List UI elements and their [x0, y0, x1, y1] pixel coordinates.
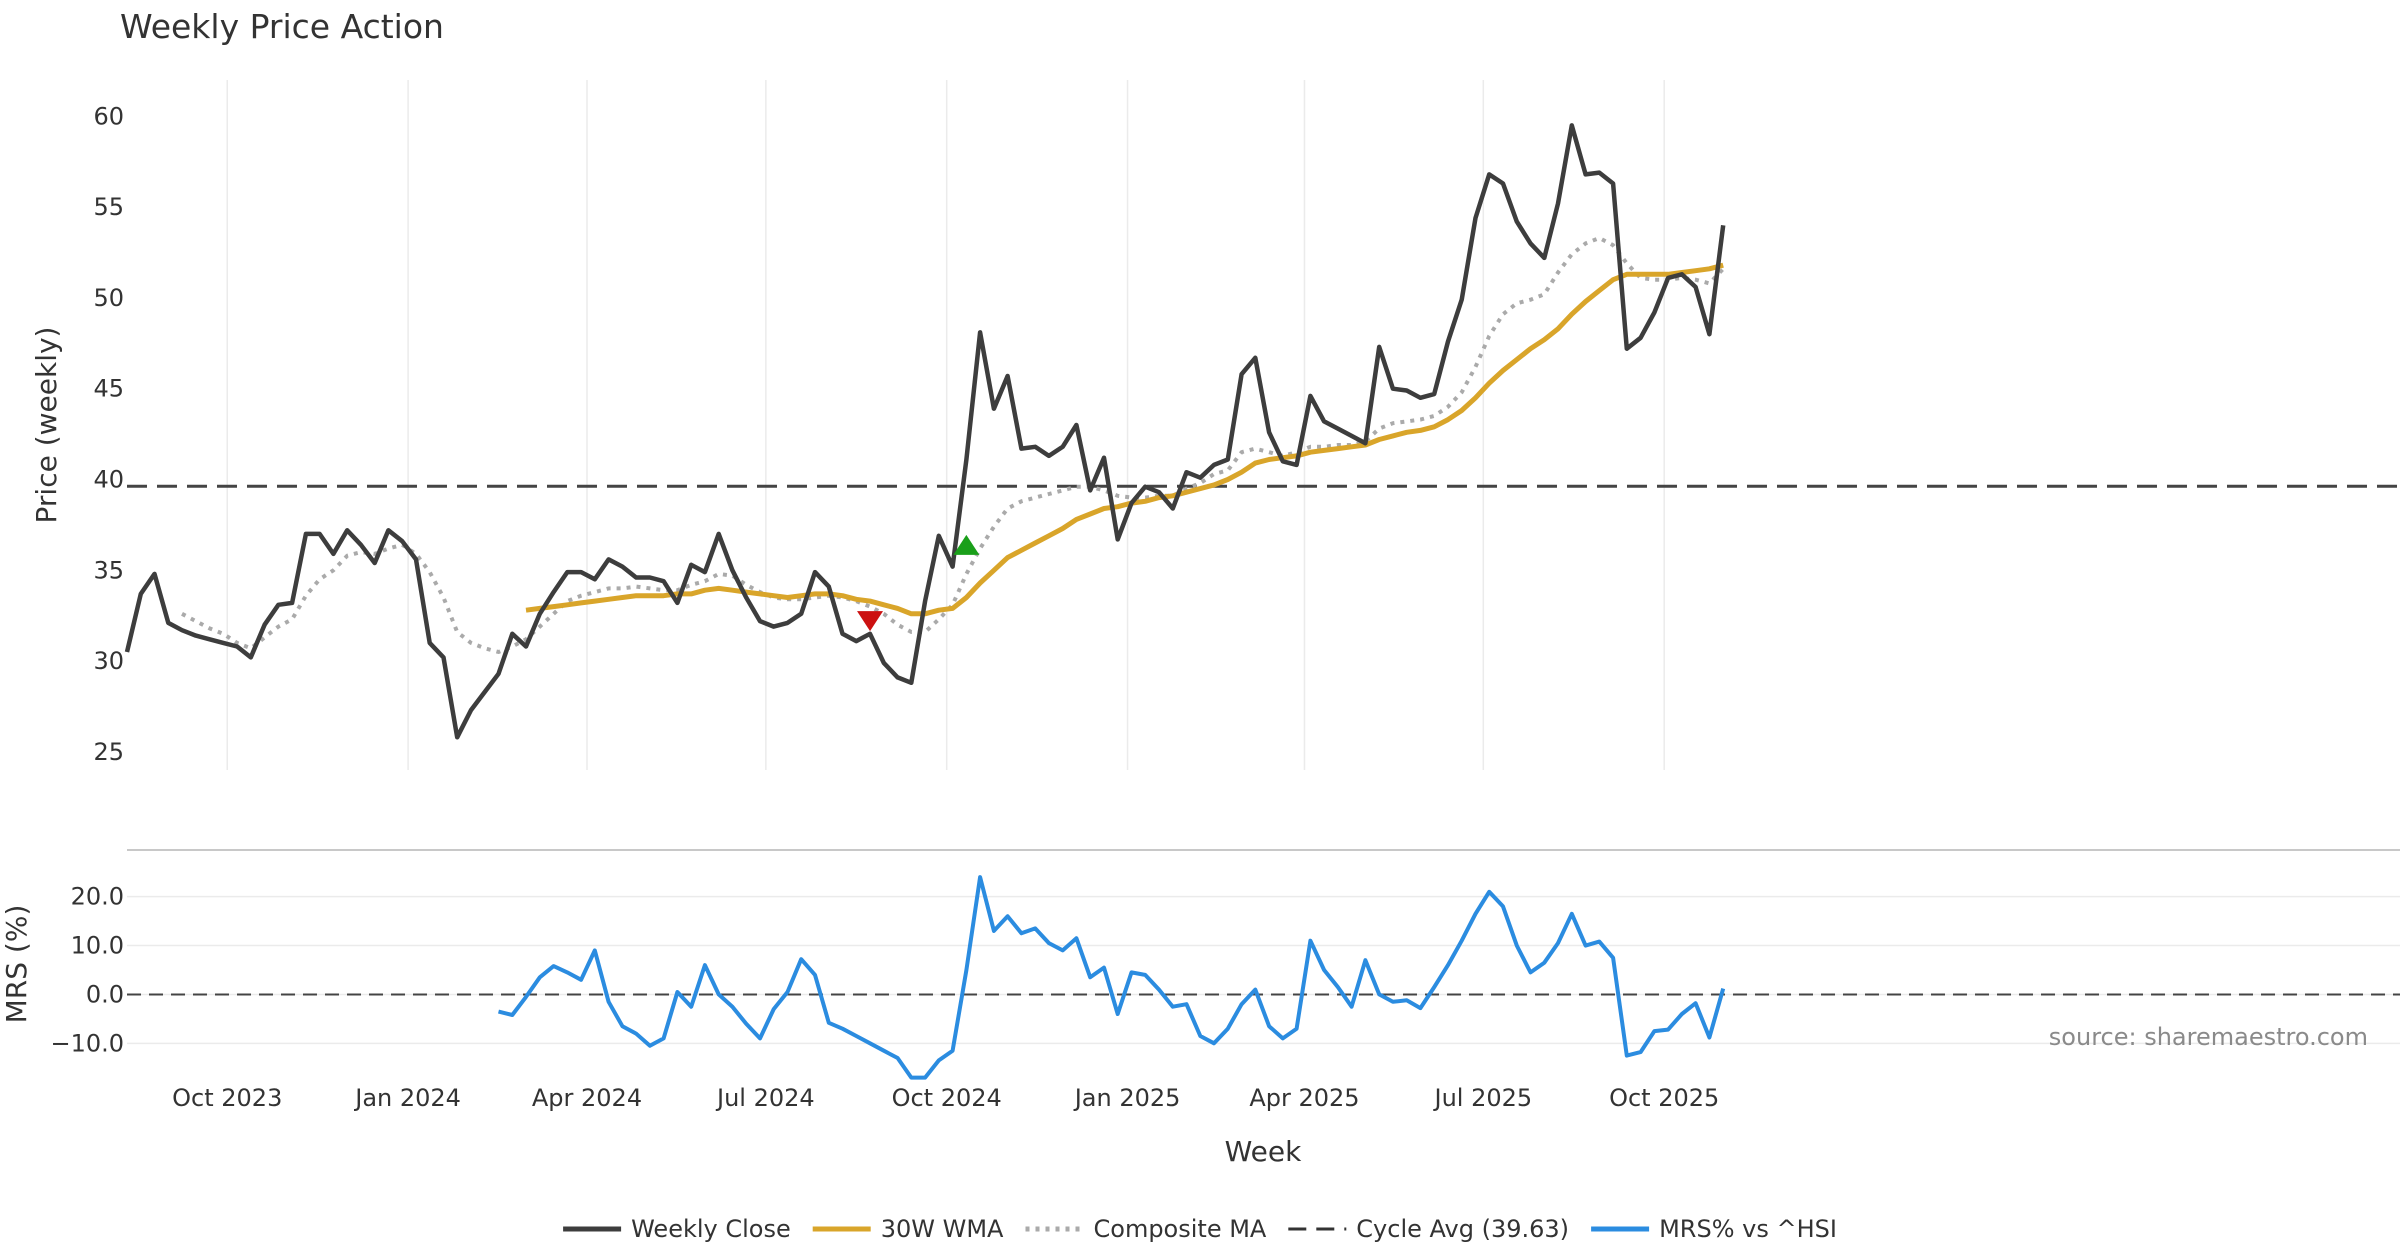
- price-y-tick-label: 35: [93, 556, 124, 584]
- mrs-y-tick-label: −10.0: [50, 1029, 124, 1057]
- mrs-y-tick-label: 10.0: [71, 932, 124, 960]
- x-tick-label: Oct 2024: [892, 1084, 1002, 1112]
- legend-item: Composite MA: [1025, 1215, 1267, 1243]
- mrs-y-tick-labels: 20.0 10.0 0.0 −10.0: [50, 883, 124, 1058]
- x-tick-label: Jul 2025: [1433, 1084, 1533, 1112]
- mrs-y-tick-label: 0.0: [86, 980, 124, 1008]
- legend-label: Weekly Close: [631, 1215, 791, 1243]
- x-axis-title: Week: [1225, 1135, 1302, 1168]
- price-y-axis-title: Price (weekly): [30, 327, 63, 524]
- sell-signal-marker: [857, 611, 884, 632]
- grid-layer: [127, 80, 2400, 1045]
- source-note: source: sharemaestro.com: [2049, 1023, 2368, 1051]
- x-tick-label: Oct 2023: [172, 1084, 282, 1112]
- x-tick-labels: Oct 2023 Jan 2024 Apr 2024 Jul 2024 Oct 2024…: [172, 1084, 1719, 1112]
- legend-label: 30W WMA: [881, 1215, 1004, 1243]
- x-tick-label: Jan 2025: [1073, 1084, 1181, 1112]
- price-y-tick-label: 55: [93, 193, 124, 221]
- price-y-tick-label: 60: [93, 102, 124, 130]
- wma-30w-line: [525, 262, 1724, 617]
- price-y-tick-label: 30: [93, 647, 124, 675]
- legend-label: Composite MA: [1094, 1215, 1267, 1243]
- legend-label: MRS% vs ^HSI: [1659, 1215, 1837, 1243]
- x-tick-label: Apr 2025: [1249, 1084, 1359, 1112]
- mrs-vs-hsi-line: [498, 875, 1726, 1080]
- price-y-tick-label: 45: [93, 375, 124, 403]
- buy-signal-marker: [953, 534, 980, 555]
- signal-markers: [857, 534, 980, 632]
- weekly-close-line: [124, 123, 1726, 740]
- price-y-tick-label: 40: [93, 465, 124, 493]
- legend-item: Cycle Avg (39.63): [1288, 1215, 1569, 1243]
- x-tick-label: Oct 2025: [1609, 1084, 1719, 1112]
- legend-item: Weekly Close: [563, 1215, 791, 1243]
- x-tick-label: Jan 2024: [353, 1084, 461, 1112]
- legend-item: 30W WMA: [812, 1215, 1004, 1243]
- legend-label: Cycle Avg (39.63): [1356, 1215, 1569, 1243]
- price-y-tick-label: 25: [93, 738, 124, 766]
- x-tick-label: Jul 2024: [715, 1084, 815, 1112]
- legend: Weekly Close 30W WMA Composite MA Cycle Avg…: [563, 1215, 1837, 1243]
- x-tick-label: Apr 2024: [532, 1084, 642, 1112]
- mrs-y-tick-label: 20.0: [71, 883, 124, 911]
- chart-title: Weekly Price Action: [120, 7, 444, 46]
- price-y-tick-label: 50: [93, 284, 124, 312]
- composite-ma-line: [181, 236, 1725, 654]
- legend-item: MRS% vs ^HSI: [1591, 1215, 1837, 1243]
- price-y-tick-labels: 25 30 35 40 45 50 55 60: [93, 102, 124, 766]
- mrs-y-axis-title: MRS (%): [0, 905, 33, 1024]
